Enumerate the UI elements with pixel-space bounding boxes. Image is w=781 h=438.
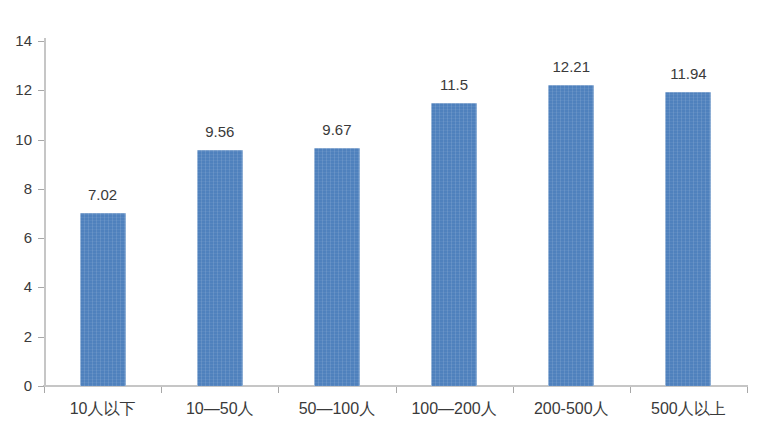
bar-value-label: 9.56 — [180, 124, 260, 140]
x-axis-category-label: 500人以上 — [630, 398, 747, 420]
bar-texture — [431, 103, 477, 386]
y-axis-tick-mark — [38, 238, 44, 239]
bar-texture — [80, 213, 126, 386]
y-axis-tick-label: 10 — [0, 132, 32, 148]
y-axis-tick-mark — [38, 41, 44, 42]
bar-value-label: 12.21 — [531, 59, 611, 75]
y-axis-line — [44, 38, 46, 387]
y-axis-tick-mark — [38, 90, 44, 91]
y-axis-tick-label: 6 — [0, 230, 32, 246]
bar — [197, 150, 243, 386]
bar — [665, 92, 711, 386]
x-axis-tick-mark — [513, 387, 514, 393]
bar — [431, 103, 477, 386]
y-axis-tick-label: 4 — [0, 279, 32, 295]
x-axis-tick-mark — [396, 387, 397, 393]
bar-texture — [197, 150, 243, 386]
y-axis-tick-mark — [38, 337, 44, 338]
bar-value-label: 9.67 — [297, 122, 377, 138]
y-axis-tick-label: 2 — [0, 329, 32, 345]
bar-value-label: 11.5 — [414, 77, 494, 93]
y-axis-tick-mark — [38, 287, 44, 288]
bar-texture — [665, 92, 711, 386]
y-axis-tick-label: 14 — [0, 33, 32, 49]
bar-texture — [314, 148, 360, 386]
bar — [548, 85, 594, 386]
bar — [314, 148, 360, 386]
y-axis-tick-label: 12 — [0, 82, 32, 98]
x-axis-tick-mark — [747, 387, 748, 393]
x-axis-category-label: 10人以下 — [44, 398, 161, 420]
y-axis-tick-label: 0 — [0, 378, 32, 394]
y-axis-tick-mark — [38, 189, 44, 190]
bar-value-label: 11.94 — [648, 66, 728, 82]
bar-value-label: 7.02 — [63, 187, 143, 203]
y-axis-tick-label: 8 — [0, 181, 32, 197]
x-axis-category-label: 50—100人 — [278, 398, 395, 420]
y-axis-tick-mark — [38, 140, 44, 141]
bar-chart: 0 2 4 6 8 10 12 14 7.02 9.56 9.67 11.5 12.21 11.94 1… — [0, 0, 781, 438]
x-axis-tick-mark — [630, 387, 631, 393]
x-axis-tick-mark — [161, 387, 162, 393]
plot-area: 0 2 4 6 8 10 12 14 7.02 9.56 9.67 11.5 12.21 11.94 1… — [0, 0, 781, 438]
x-axis-category-label: 100—200人 — [396, 398, 513, 420]
x-axis-category-label: 10—50人 — [161, 398, 278, 420]
bar-texture — [548, 85, 594, 386]
x-axis-category-label: 200-500人 — [513, 398, 630, 420]
x-axis-tick-mark — [278, 387, 279, 393]
bar — [80, 213, 126, 386]
x-axis-tick-mark — [44, 387, 45, 393]
